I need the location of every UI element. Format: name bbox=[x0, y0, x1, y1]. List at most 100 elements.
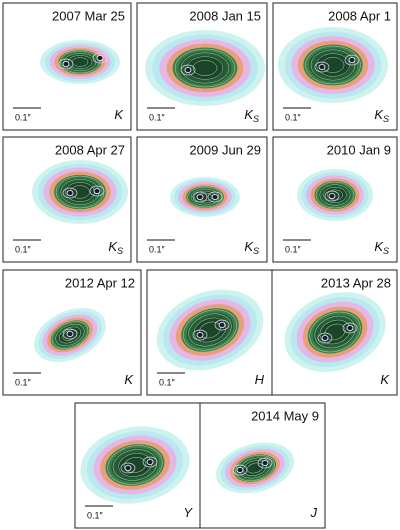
core bbox=[93, 188, 101, 194]
band-label: J bbox=[310, 505, 318, 520]
core bbox=[196, 194, 204, 200]
core-contour bbox=[89, 185, 105, 197]
core-contour bbox=[192, 329, 208, 341]
scale-label: 0.1″ bbox=[87, 510, 104, 520]
source-image bbox=[40, 40, 120, 84]
scale-label: 0.1″ bbox=[15, 377, 32, 387]
core-contour bbox=[207, 191, 223, 203]
band: K bbox=[244, 107, 254, 122]
scale-label: 0.1″ bbox=[149, 112, 166, 122]
epoch-date: 2014 May 9 bbox=[251, 408, 319, 423]
core-contour bbox=[257, 457, 273, 469]
band-subscript: S bbox=[117, 246, 123, 256]
core bbox=[321, 335, 329, 341]
band-subscript: S bbox=[253, 246, 259, 256]
band-label: H bbox=[255, 372, 265, 387]
band: K bbox=[114, 107, 124, 122]
contour bbox=[123, 457, 147, 473]
scale-label: 0.1″ bbox=[15, 112, 32, 122]
core-contour bbox=[142, 456, 158, 468]
core bbox=[184, 67, 192, 73]
scale-label: 0.1″ bbox=[15, 244, 32, 254]
source-image bbox=[215, 442, 295, 494]
core-contour bbox=[342, 322, 358, 334]
core-contour bbox=[192, 191, 208, 203]
contour bbox=[71, 57, 89, 67]
scale-label: 0.1″ bbox=[149, 244, 166, 254]
band: H bbox=[255, 372, 265, 387]
core-contour bbox=[62, 328, 78, 340]
core bbox=[261, 460, 269, 466]
core bbox=[196, 332, 204, 338]
source-image bbox=[34, 307, 106, 363]
scale-label: 0.1″ bbox=[159, 377, 176, 387]
band-label: K bbox=[380, 372, 390, 387]
contour bbox=[59, 50, 101, 74]
contour bbox=[309, 311, 361, 353]
core bbox=[218, 322, 226, 328]
band-subscript: S bbox=[383, 246, 389, 256]
intensity-layer bbox=[193, 190, 217, 204]
epoch-date: 2007 Mar 25 bbox=[52, 8, 125, 23]
contour bbox=[192, 60, 218, 76]
core bbox=[318, 64, 326, 70]
epoch-date: 2013 Apr 28 bbox=[321, 275, 391, 290]
core-contour bbox=[214, 319, 230, 331]
band-label: K bbox=[114, 107, 124, 122]
intensity-layer bbox=[315, 52, 351, 78]
epoch-date: 2008 Jan 15 bbox=[189, 8, 261, 23]
contour bbox=[314, 315, 356, 349]
core bbox=[124, 465, 132, 471]
core-contour bbox=[120, 462, 136, 474]
band: J bbox=[310, 505, 318, 520]
band-label: KS bbox=[244, 107, 259, 124]
core bbox=[348, 57, 356, 63]
band-label: KS bbox=[374, 239, 389, 256]
core-contour bbox=[62, 187, 78, 199]
contour bbox=[183, 309, 237, 351]
contour bbox=[193, 317, 227, 343]
scale-label: 0.1″ bbox=[285, 112, 302, 122]
contour bbox=[190, 188, 220, 206]
band: K bbox=[374, 239, 384, 254]
band: K bbox=[380, 372, 390, 387]
contour bbox=[55, 323, 85, 347]
core bbox=[66, 331, 74, 337]
epoch-date: 2010 Jan 9 bbox=[327, 142, 391, 157]
contour bbox=[235, 455, 275, 481]
core-contour bbox=[92, 52, 108, 64]
contour bbox=[310, 49, 356, 81]
contour bbox=[58, 326, 82, 344]
band: K bbox=[108, 239, 118, 254]
epoch-date: 2009 Jun 29 bbox=[189, 142, 261, 157]
core bbox=[328, 193, 336, 199]
intensity-layer bbox=[117, 452, 153, 478]
band-label: KS bbox=[374, 107, 389, 124]
band-label: Y bbox=[183, 505, 193, 520]
core-contour bbox=[58, 58, 74, 70]
band: K bbox=[124, 372, 134, 387]
core-contour bbox=[344, 54, 360, 66]
core-contour bbox=[324, 190, 340, 202]
intensity-layer bbox=[67, 54, 93, 70]
source-image bbox=[145, 30, 265, 106]
source-image bbox=[170, 177, 240, 217]
contour bbox=[187, 186, 223, 208]
core bbox=[211, 194, 219, 200]
source-image bbox=[32, 160, 128, 224]
contour bbox=[305, 45, 361, 85]
band: K bbox=[374, 107, 384, 122]
band-label: KS bbox=[244, 239, 259, 256]
core bbox=[66, 190, 74, 196]
contour bbox=[323, 186, 347, 204]
band: Y bbox=[183, 505, 193, 520]
core bbox=[96, 55, 104, 61]
core-contour bbox=[232, 464, 248, 476]
band-subscript: S bbox=[253, 114, 259, 124]
core bbox=[62, 61, 70, 67]
contour bbox=[51, 321, 89, 349]
band: K bbox=[244, 239, 254, 254]
core-contour bbox=[180, 64, 196, 76]
intensity-layer bbox=[185, 55, 225, 81]
contour bbox=[319, 184, 351, 206]
